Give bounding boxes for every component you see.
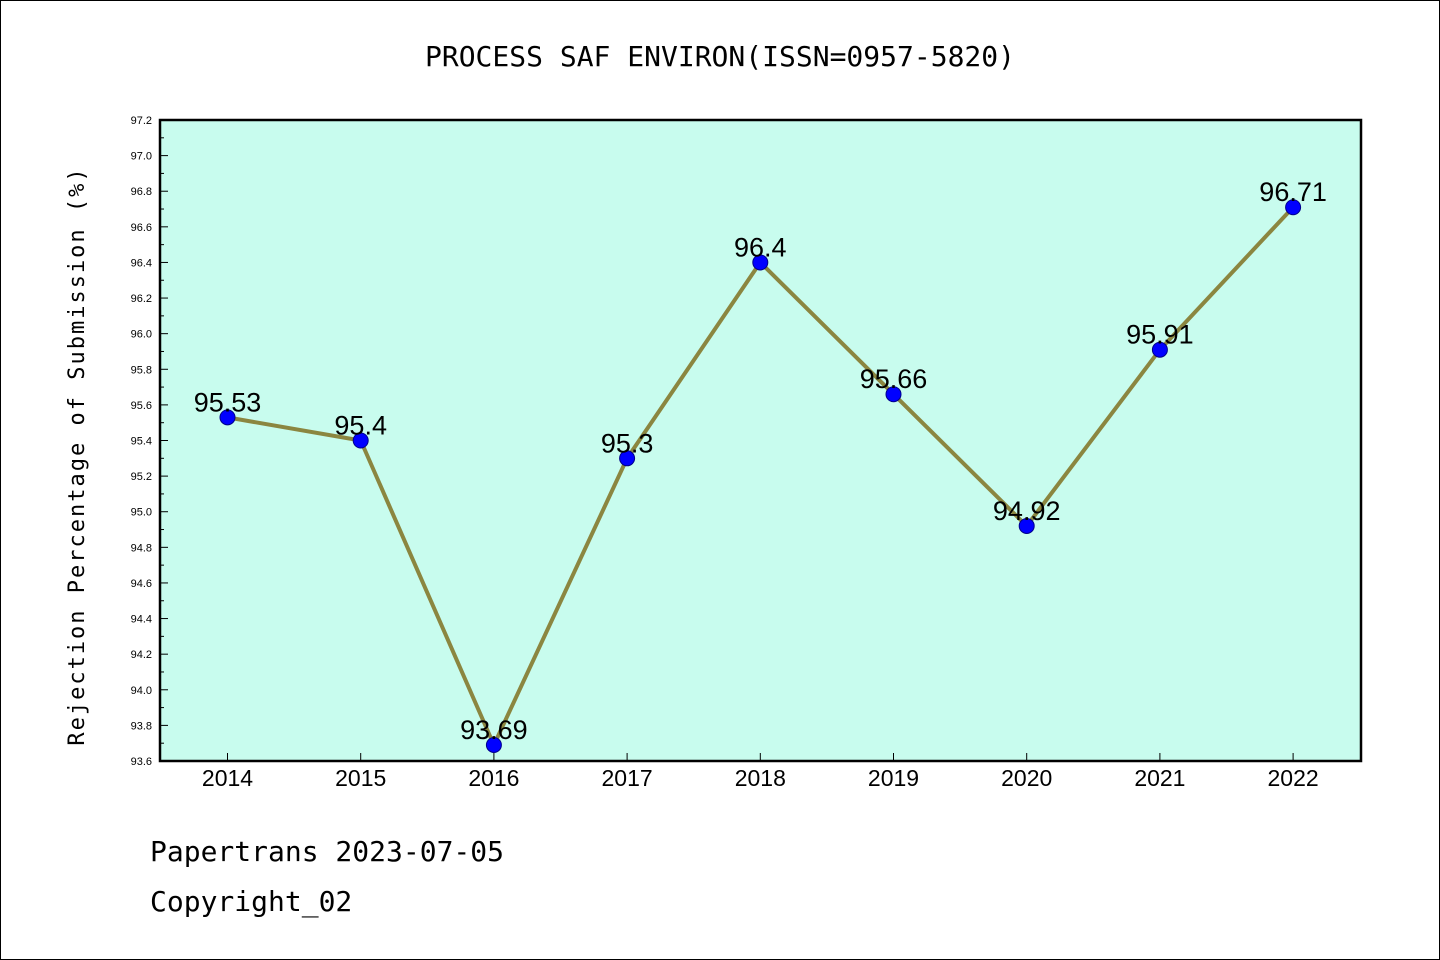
x-tick-label: 2016 (468, 765, 519, 791)
data-label: 95.4 (334, 411, 387, 441)
data-point (1151, 341, 1168, 358)
y-tick-label: 96.2 (131, 293, 152, 305)
x-tick-label: 2021 (1134, 765, 1185, 791)
data-label: 95.91 (1126, 320, 1194, 350)
y-tick-label: 97.0 (131, 151, 152, 163)
data-point (619, 450, 636, 467)
data-point (1285, 199, 1302, 216)
data-point (752, 254, 769, 271)
data-label: 96.4 (734, 232, 787, 262)
data-label: 96.71 (1259, 177, 1327, 207)
chart-title: PROCESS SAF ENVIRON(ISSN=0957-5820) (425, 40, 1015, 73)
x-tick-label: 2022 (1268, 765, 1319, 791)
y-tick-label: 95.2 (131, 471, 152, 483)
y-tick-label: 95.0 (131, 507, 152, 519)
x-tick-label: 2019 (868, 765, 919, 791)
data-label: 94.92 (993, 496, 1061, 526)
data-label: 95.3 (601, 428, 654, 458)
y-axis: 93.6 93.8 94.0 94.2 94.4 94.6 94.8 95.0 95.2 95.4… (131, 115, 168, 768)
data-point (352, 432, 369, 449)
data-point (485, 736, 502, 753)
y-tick-label: 95.4 (131, 436, 152, 448)
data-point (219, 409, 236, 426)
y-tick-label: 93.8 (131, 720, 152, 732)
data-labels: 95.53 95.4 93.69 95.3 96.4 95.66 94.92 95.91 96.… (194, 177, 1327, 745)
y-tick-label: 95.6 (131, 400, 152, 412)
y-tick-label: 96.6 (131, 222, 152, 234)
footer-date: Papertrans 2023-07-05 (150, 835, 505, 868)
x-tick-label: 2020 (1001, 765, 1052, 791)
y-tick-label: 94.8 (131, 542, 152, 554)
y-axis-label: Rejection Percentage of Submission (%) (65, 166, 90, 745)
data-label: 93.69 (460, 715, 528, 745)
data-point (1018, 517, 1035, 534)
data-label: 95.53 (194, 387, 262, 417)
x-tick-label: 2017 (602, 765, 653, 791)
data-series (219, 199, 1302, 753)
y-tick-label: 94.4 (131, 614, 152, 626)
y-tick-label: 94.6 (131, 578, 152, 590)
y-tick-label: 97.2 (131, 115, 152, 127)
y-tick-label: 94.2 (131, 649, 152, 661)
y-tick-label: 94.0 (131, 685, 152, 697)
y-tick-label: 93.6 (131, 756, 152, 768)
plot-area (158, 118, 1363, 763)
y-tick-label: 96.4 (131, 257, 152, 269)
footer-copyright: Copyright_02 (150, 885, 353, 918)
y-tick-label: 96.0 (131, 329, 152, 341)
data-point (885, 386, 902, 403)
y-tick-label: 96.8 (131, 186, 152, 198)
y-tick-label: 95.8 (131, 364, 152, 376)
x-axis: 2014 2015 2016 2017 2018 2019 2020 2021 2022 (202, 753, 1319, 791)
data-label: 95.66 (860, 364, 928, 394)
x-tick-label: 2015 (335, 765, 386, 791)
x-tick-label: 2014 (202, 765, 253, 791)
x-tick-label: 2018 (735, 765, 786, 791)
